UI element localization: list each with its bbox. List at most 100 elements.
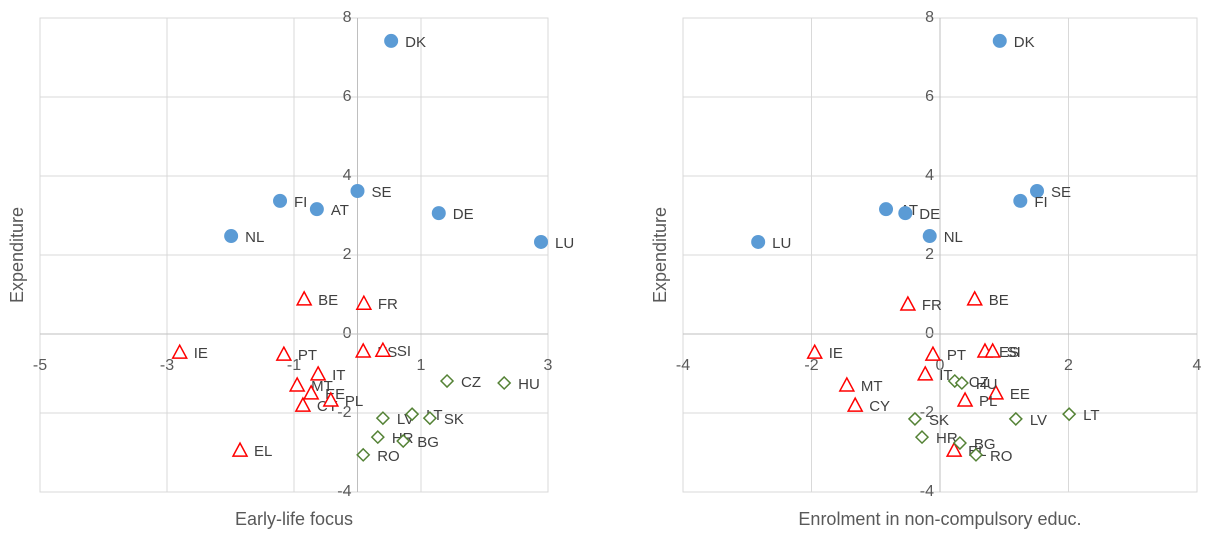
point-label: PL [345, 393, 363, 410]
x-axis-title: Early-life focus [235, 509, 353, 529]
point-label: HU [976, 376, 998, 393]
point-label: PL [979, 393, 997, 410]
point [954, 375, 969, 391]
point [273, 193, 288, 208]
point-label: DK [405, 34, 426, 51]
point [956, 391, 974, 407]
point [916, 365, 934, 381]
point [914, 430, 930, 445]
point-label: RO [990, 448, 1013, 465]
point-label: CZ [461, 374, 481, 391]
point [534, 234, 549, 249]
x-tick-label: 4 [1193, 357, 1202, 374]
point [1008, 411, 1023, 426]
y-tick-label: -4 [337, 483, 351, 500]
point [405, 407, 420, 422]
y-tick-label: 4 [343, 167, 352, 184]
point-label: CY [869, 398, 890, 415]
point-label: SE [372, 184, 392, 201]
point-label: SK [929, 412, 949, 429]
point-label: PT [947, 347, 966, 364]
y-tick-label: 2 [343, 246, 352, 263]
point [231, 441, 249, 457]
y-tick-label: 2 [925, 246, 934, 263]
point [1013, 193, 1028, 208]
point-label: BE [318, 292, 338, 309]
point-label: RO [377, 448, 400, 465]
x-axis-title: Enrolment in non-compulsory educ. [798, 509, 1081, 529]
point-label: DK [1014, 34, 1035, 51]
point [1062, 407, 1077, 422]
point [898, 206, 913, 221]
point-label: NL [944, 229, 963, 246]
point [171, 343, 188, 359]
point [309, 365, 327, 381]
point [309, 202, 324, 217]
point-label: FI [1034, 194, 1047, 211]
point [992, 33, 1007, 48]
point-label: HR [936, 430, 958, 447]
point [356, 447, 371, 462]
y-tick-label: -2 [920, 404, 934, 421]
point [396, 433, 411, 449]
point [952, 435, 967, 451]
point-label: ES [999, 344, 1019, 361]
y-tick-label: 4 [925, 167, 934, 184]
point-label: DE [919, 206, 940, 223]
point-label: FR [922, 297, 942, 314]
point-label: IE [194, 345, 208, 362]
point-label: SE [1051, 184, 1071, 201]
point [968, 447, 984, 462]
point [879, 202, 894, 217]
y-axis-title: Expenditure [650, 207, 670, 303]
x-tick-label: -3 [160, 357, 174, 374]
point-label: PT [298, 347, 317, 364]
y-axis-title: Expenditure [7, 207, 27, 303]
point [288, 376, 306, 392]
point [806, 343, 823, 359]
point-label: BE [989, 292, 1009, 309]
point-label: CZ [969, 374, 989, 391]
point-label: MT [861, 378, 883, 395]
point [907, 411, 923, 426]
point-label: LU [772, 235, 791, 252]
point [899, 295, 917, 311]
point-label: FI [294, 194, 307, 211]
point-label: BG [417, 434, 439, 451]
x-tick-label: -4 [676, 357, 690, 374]
x-tick-label: 2 [1064, 357, 1073, 374]
point [966, 290, 983, 306]
point-label: IE [829, 345, 843, 362]
y-tick-label: 6 [925, 88, 934, 105]
y-tick-label: 6 [343, 88, 352, 105]
point-label: EL [254, 443, 272, 460]
point-label: NL [245, 229, 264, 246]
point-label: SI [1007, 344, 1021, 361]
point-label: HU [518, 376, 540, 393]
point [354, 342, 372, 358]
point [922, 229, 937, 244]
point [355, 294, 373, 310]
point-label: LU [555, 235, 574, 252]
point [987, 384, 1005, 400]
point-label: DE [453, 206, 474, 223]
y-tick-label: 8 [925, 9, 934, 26]
point [295, 290, 313, 306]
x-tick-label: 3 [544, 357, 553, 374]
point [439, 373, 455, 389]
point-label: IT [332, 367, 345, 384]
point [846, 396, 864, 412]
point [984, 342, 1001, 358]
point [350, 184, 365, 199]
y-tick-label: 8 [343, 9, 352, 26]
y-tick-label: -2 [337, 404, 351, 421]
point [375, 411, 390, 426]
x-tick-label: 1 [417, 357, 426, 374]
point [945, 441, 963, 457]
point [422, 411, 437, 426]
y-tick-label: -4 [920, 483, 934, 500]
x-tick-label: -1 [287, 357, 301, 374]
point [1030, 184, 1045, 199]
point-label: EE [1010, 386, 1030, 403]
